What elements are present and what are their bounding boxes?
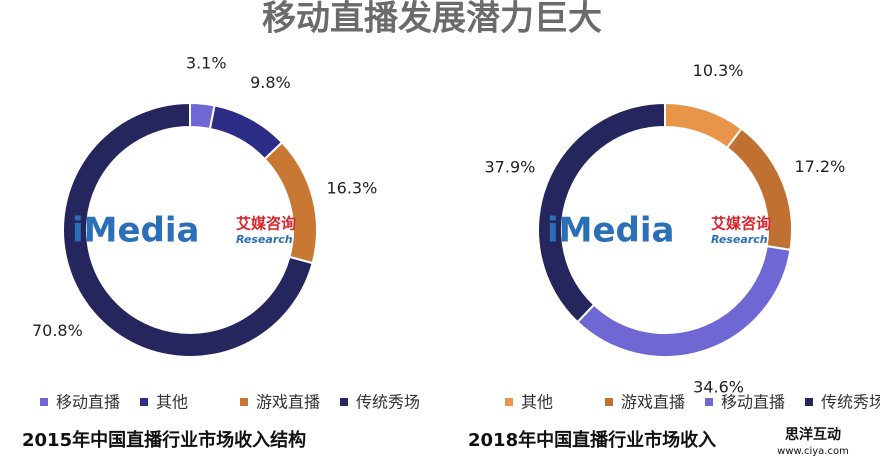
legend-swatch <box>40 398 48 406</box>
site-url: www.ciya.com <box>777 446 849 457</box>
value-label: 3.1% <box>186 53 227 72</box>
value-label: 34.6% <box>693 378 744 397</box>
site-watermark-bg <box>770 425 856 457</box>
legend-label: 游戏直播 <box>621 393 685 412</box>
legend-label: 游戏直播 <box>256 393 320 412</box>
donut-segment <box>537 101 666 324</box>
chart-title: 2018年中国直播行业市场收入 <box>468 429 716 451</box>
value-label: 10.3% <box>693 61 744 80</box>
legend-swatch <box>705 398 713 406</box>
donut-segment <box>62 101 314 358</box>
legend-label: 移动直播 <box>721 393 785 412</box>
legend-swatch <box>505 398 513 406</box>
value-label: 70.8% <box>32 321 83 340</box>
legend-swatch <box>140 398 148 406</box>
legend-swatch <box>605 398 613 406</box>
chart-title: 2015年中国直播行业市场收入结构 <box>22 429 306 451</box>
legend-label: 其他 <box>521 393 553 412</box>
value-label: 9.8% <box>250 73 291 92</box>
legend-label: 传统秀场 <box>356 393 420 412</box>
legend-label: 移动直播 <box>56 393 120 412</box>
logo-sub: Research <box>711 233 768 246</box>
donut-segment <box>208 104 284 161</box>
logo-cn: 艾媒咨询 <box>711 215 771 233</box>
logo-cn: 艾媒咨询 <box>236 215 296 233</box>
site-watermark: 思洋互动 <box>785 426 841 443</box>
donut-segment <box>576 244 792 358</box>
logo-en: iMedia <box>547 211 674 251</box>
legend-swatch <box>340 398 348 406</box>
page-title: 移动直播发展潜力巨大 <box>262 0 602 39</box>
logo-sub: Research <box>236 233 293 246</box>
value-label: 16.3% <box>326 178 377 197</box>
value-label: 17.2% <box>794 157 845 176</box>
legend-label: 传统秀场 <box>821 393 880 412</box>
value-label: 37.9% <box>485 158 536 177</box>
logo-en: iMedia <box>72 211 199 251</box>
legend-swatch <box>240 398 248 406</box>
donut-segment <box>664 101 743 150</box>
legend-swatch <box>805 398 813 406</box>
legend-label: 其他 <box>156 393 188 412</box>
